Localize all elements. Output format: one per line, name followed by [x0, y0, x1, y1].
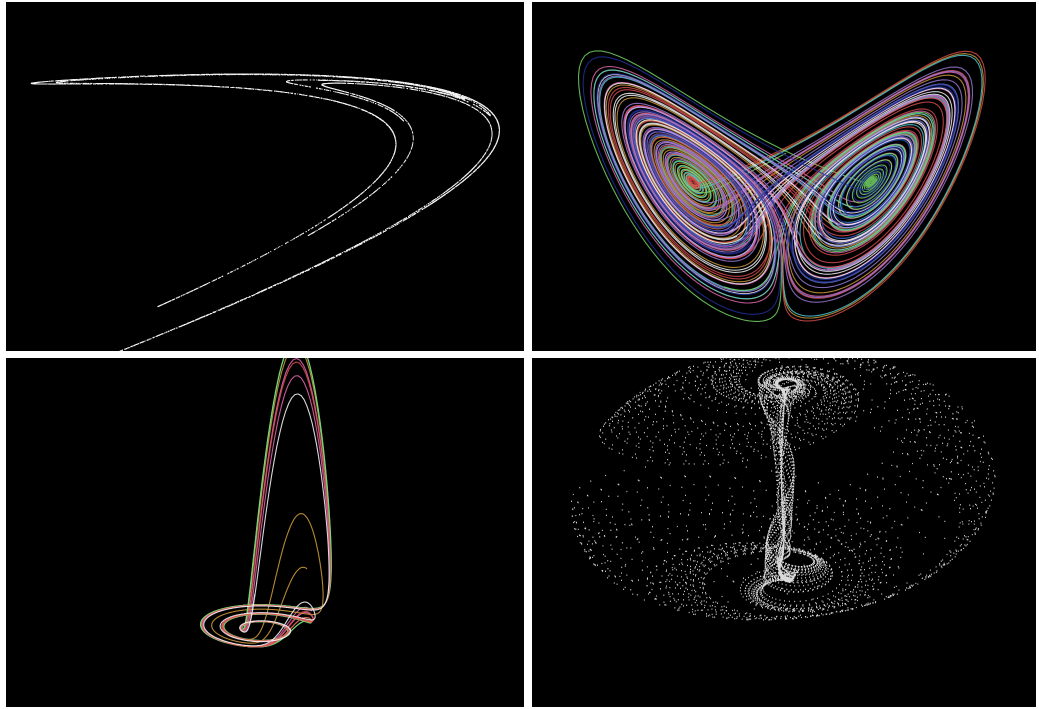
lorenz-attractor-panel — [532, 2, 1036, 351]
point-cloud-attractor-panel — [532, 358, 1036, 707]
lorenz-trajectory — [607, 50, 986, 322]
henon-attractor-panel — [6, 2, 524, 351]
rossler-trajectory — [201, 358, 332, 648]
lorenz-trajectory — [582, 56, 959, 315]
rossler-attractor-panel — [6, 358, 524, 707]
rossler-trajectory — [199, 358, 332, 648]
point-cloud-attractor-plot — [571, 358, 996, 621]
lorenz-attractor-plot — [577, 50, 986, 322]
henon-attractor-plot — [30, 73, 500, 351]
rossler-attractor-plot — [199, 358, 332, 648]
lorenz-trajectory — [598, 66, 974, 303]
rossler-trajectory — [203, 393, 330, 647]
rossler-trajectory — [200, 358, 332, 648]
point-cloud-points — [571, 358, 996, 621]
henon-points — [30, 73, 500, 351]
rossler-trajectory — [199, 358, 332, 648]
rossler-trajectory — [201, 361, 331, 648]
